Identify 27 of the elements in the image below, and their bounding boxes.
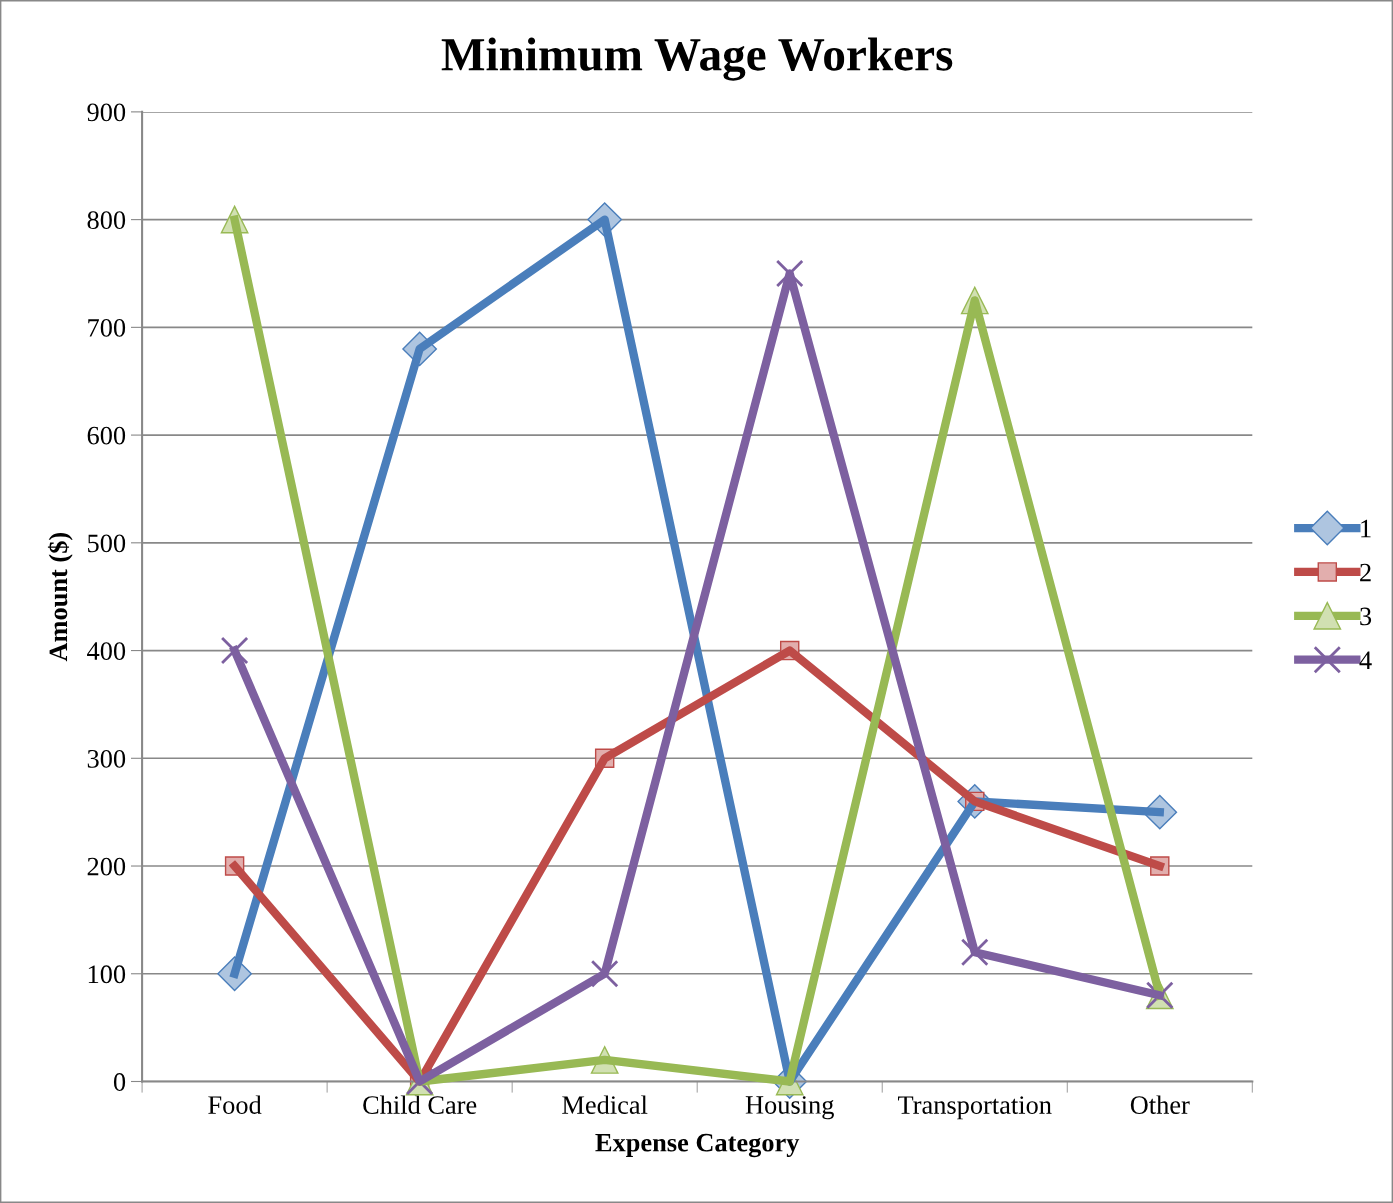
y-tick-label: 900: [87, 103, 126, 122]
chart-title: Minimum Wage Workers: [441, 37, 953, 81]
y-tick-label: 600: [87, 426, 126, 445]
point: [775, 259, 804, 288]
y-tick-label: 500: [88, 534, 126, 553]
x-tick-label: Medical: [562, 1095, 648, 1114]
legend-label: 3: [1360, 607, 1372, 626]
y-tick-label: 800: [87, 211, 126, 230]
x-tick-label: Other: [1130, 1095, 1190, 1114]
legend-label: 2: [1360, 563, 1371, 582]
x-axis-title: Expense Category: [595, 1133, 800, 1158]
y-tick-label: 100: [88, 965, 126, 984]
y-tick-label: 200: [87, 857, 126, 876]
y-tick-label: 300: [87, 749, 126, 768]
x-tick-label: Food: [208, 1095, 262, 1114]
y-tick-label: 0: [113, 1073, 126, 1091]
y-tick-label: 400: [87, 642, 126, 660]
legend-label: 4: [1359, 651, 1372, 669]
y-tick-label: 700: [88, 318, 126, 337]
legend-label: 1: [1361, 519, 1371, 538]
point: [960, 938, 989, 967]
y-axis-title: Amount ($): [47, 532, 73, 662]
x-tick-label: Child Care: [363, 1095, 477, 1114]
point: [590, 959, 619, 988]
x-tick-label: Housing: [745, 1096, 834, 1120]
x-tick-label: Transportation: [898, 1096, 1052, 1120]
point: [220, 636, 249, 665]
